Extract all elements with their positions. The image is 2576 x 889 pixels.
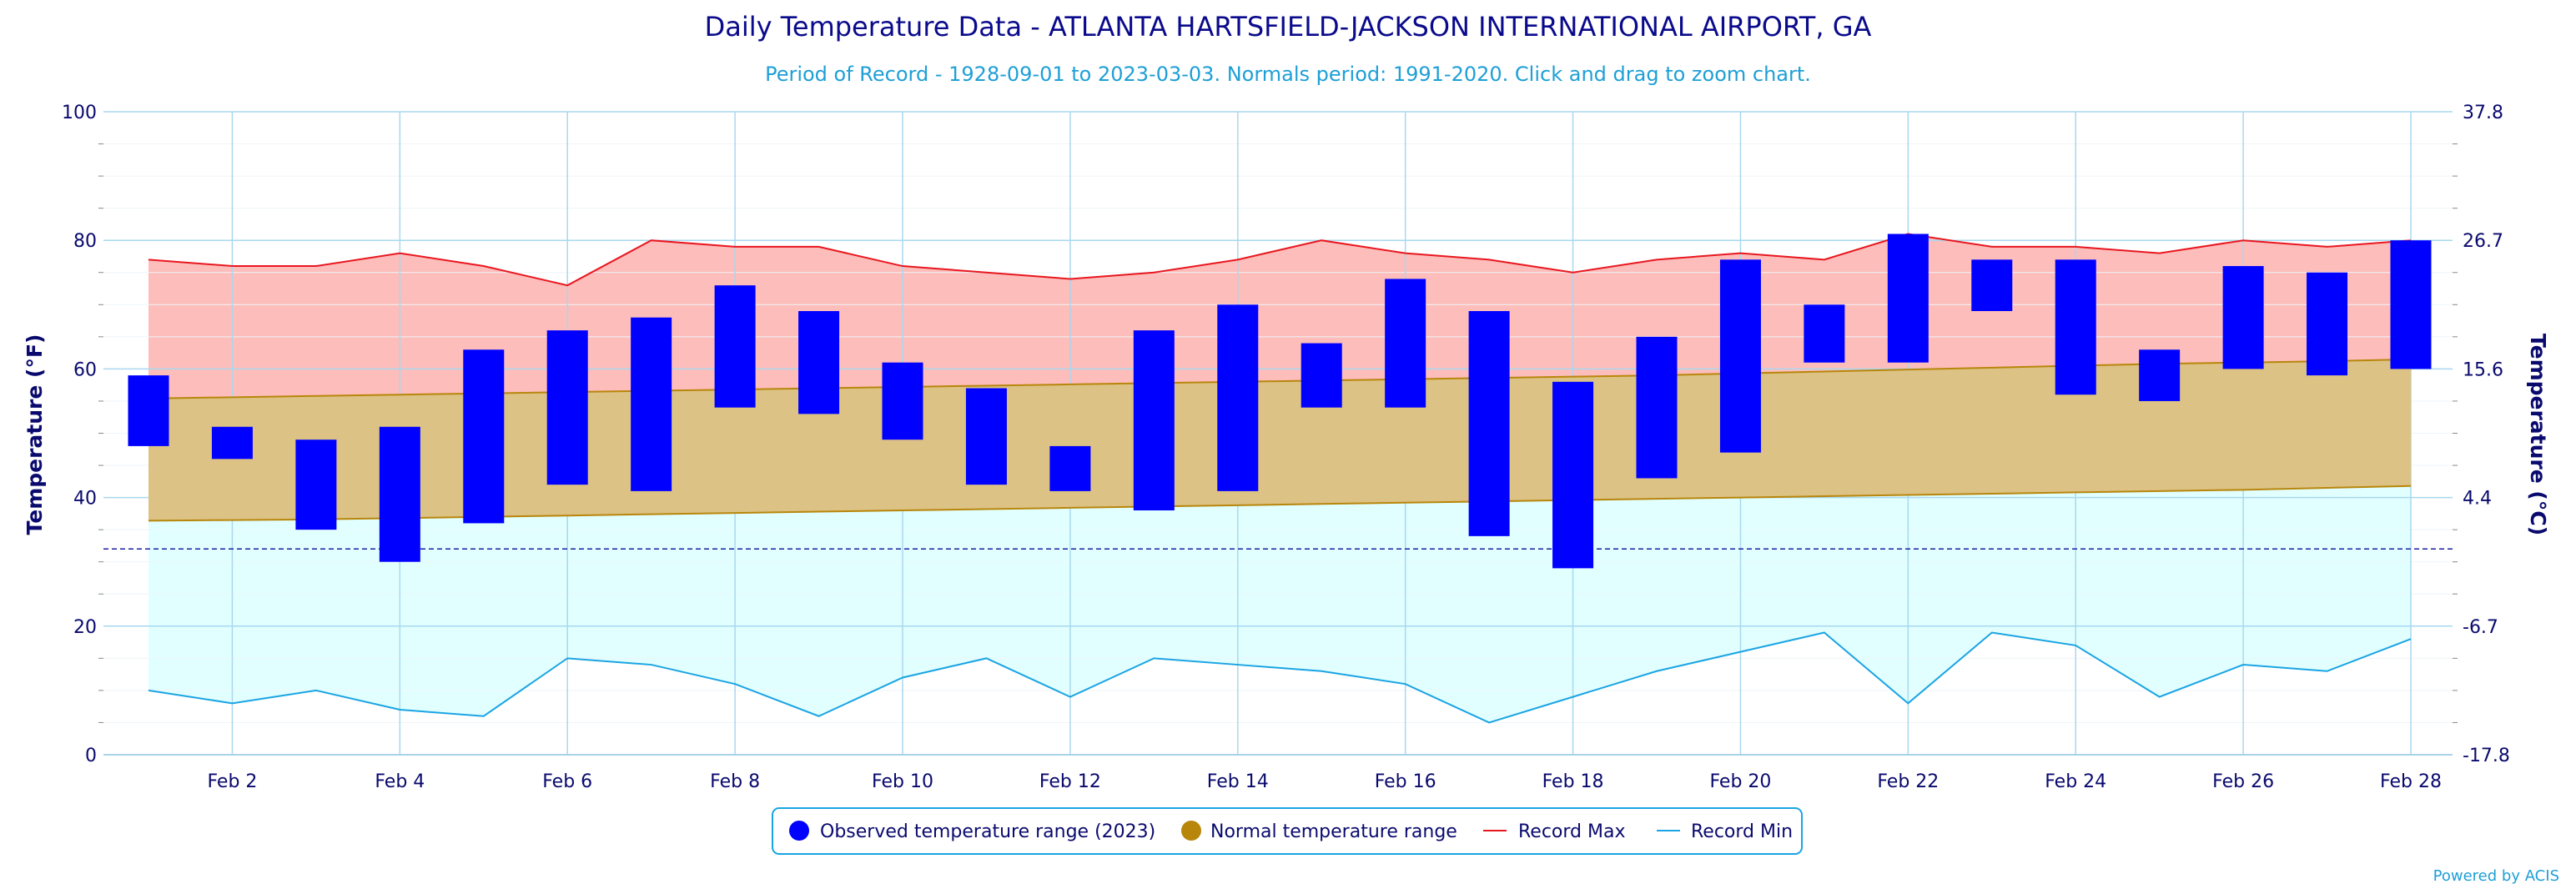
- observed-range-bar[interactable]: [2139, 349, 2181, 401]
- x-tick-label: Feb 14: [1207, 771, 1269, 792]
- legend-label-observed: Observed temperature range (2023): [820, 821, 1155, 842]
- observed-range-bar[interactable]: [714, 285, 756, 408]
- observed-range-bar[interactable]: [211, 426, 253, 460]
- y-tick-label-right: 4.4: [2463, 489, 2492, 510]
- observed-range-bar[interactable]: [379, 426, 420, 562]
- observed-range-bar[interactable]: [1217, 304, 1259, 491]
- x-tick-label: Feb 28: [2380, 771, 2442, 792]
- legend-label-normal: Normal temperature range: [1210, 821, 1457, 842]
- normal-low-line: [148, 485, 2412, 522]
- chart-title: Daily Temperature Data - ATLANTA HARTSFI…: [705, 11, 1872, 43]
- legend-item-normal[interactable]: Normal temperature range: [1181, 821, 1457, 842]
- y-tick-label-right: -6.7: [2463, 617, 2498, 638]
- observed-range-bar[interactable]: [631, 317, 672, 491]
- record-min-line: [148, 631, 2412, 724]
- credits-link[interactable]: Powered by ACIS: [2433, 867, 2559, 885]
- observed-range-bar[interactable]: [882, 362, 923, 440]
- y-axis-title-right: Temperature (°C): [2526, 334, 2550, 535]
- observed-range-bar[interactable]: [1133, 330, 1175, 511]
- observed-range-bar[interactable]: [1301, 343, 1342, 408]
- observed-range-bar[interactable]: [1385, 279, 1426, 408]
- y-tick-label-left: 60: [73, 359, 97, 380]
- y-tick-label-left: 0: [85, 746, 97, 766]
- observed-range-bar[interactable]: [1719, 259, 1761, 453]
- legend-item-observed[interactable]: Observed temperature range (2023): [789, 821, 1155, 842]
- legend-symbol-observed: [789, 821, 809, 841]
- record-max-band: [148, 234, 2411, 399]
- observed-range-bar[interactable]: [2222, 266, 2264, 369]
- observed-range-bar[interactable]: [1636, 336, 1678, 479]
- observed-range-bar[interactable]: [463, 349, 505, 524]
- observed-range-bar[interactable]: [965, 388, 1007, 485]
- x-tick-label: Feb 12: [1039, 771, 1101, 792]
- observed-range-bar[interactable]: [2307, 272, 2348, 376]
- x-tick-label: Feb 10: [872, 771, 933, 792]
- y-tick-label-left: 80: [73, 231, 97, 252]
- legend-box: [772, 807, 1803, 855]
- observed-range-bar[interactable]: [295, 439, 337, 530]
- legend-label-record-max: Record Max: [1518, 821, 1626, 842]
- legend-symbol-normal: [1181, 821, 1201, 841]
- legend-label-record-min: Record Min: [1691, 821, 1793, 842]
- x-tick-label: Feb 22: [1877, 771, 1939, 792]
- observed-range-bar[interactable]: [1887, 234, 1929, 363]
- record-min-band: [148, 485, 2411, 723]
- y-tick-label-left: 100: [62, 103, 97, 123]
- y-tick-label-left: 40: [73, 489, 97, 510]
- y-tick-label-right: -17.8: [2463, 746, 2510, 766]
- observed-range-bar[interactable]: [128, 375, 169, 446]
- chart-subtitle: Period of Record - 1928-09-01 to 2023-03…: [765, 63, 1811, 86]
- observed-range-bar[interactable]: [546, 330, 588, 485]
- observed-range-bar[interactable]: [1049, 445, 1091, 491]
- plot-area[interactable]: 0 -17.8 20 -6.7 40 4.4 60 15.6 80 26.7 100 37.8 Feb …: [62, 103, 2510, 792]
- observed-range-bar[interactable]: [1971, 259, 2013, 312]
- observed-range-bar[interactable]: [2390, 240, 2432, 369]
- y-tick-label-right: 15.6: [2463, 359, 2503, 380]
- x-tick-label: Feb 18: [1542, 771, 1604, 792]
- x-tick-label: Feb 2: [207, 771, 257, 792]
- y-tick-label-left: 20: [73, 617, 97, 638]
- observed-range-bar[interactable]: [798, 311, 840, 414]
- record-max-line: [148, 233, 2412, 287]
- legend-item-record-max[interactable]: Record Max: [1483, 821, 1626, 842]
- observed-range-bar[interactable]: [2055, 259, 2096, 395]
- x-tick-label: Feb 20: [1709, 771, 1771, 792]
- observed-range-bar[interactable]: [1552, 381, 1594, 569]
- y-axis-title-left: Temperature (°F): [23, 334, 47, 535]
- x-tick-label: Feb 16: [1375, 771, 1436, 792]
- observed-range-bar[interactable]: [1468, 311, 1510, 536]
- legend: Observed temperature range (2023) Normal…: [772, 807, 1803, 855]
- y-tick-label-right: 37.8: [2463, 103, 2503, 123]
- normal-high-line: [148, 358, 2412, 399]
- x-tick-label: Feb 8: [710, 771, 760, 792]
- x-tick-label: Feb 4: [375, 771, 425, 792]
- x-tick-label: Feb 24: [2045, 771, 2106, 792]
- legend-item-record-min[interactable]: Record Min: [1657, 821, 1793, 842]
- observed-range-bar[interactable]: [1804, 304, 1845, 363]
- y-tick-label-right: 26.7: [2463, 231, 2503, 252]
- x-tick-label: Feb 26: [2212, 771, 2274, 792]
- normal-range-band: [148, 359, 2411, 521]
- x-tick-label: Feb 6: [542, 771, 592, 792]
